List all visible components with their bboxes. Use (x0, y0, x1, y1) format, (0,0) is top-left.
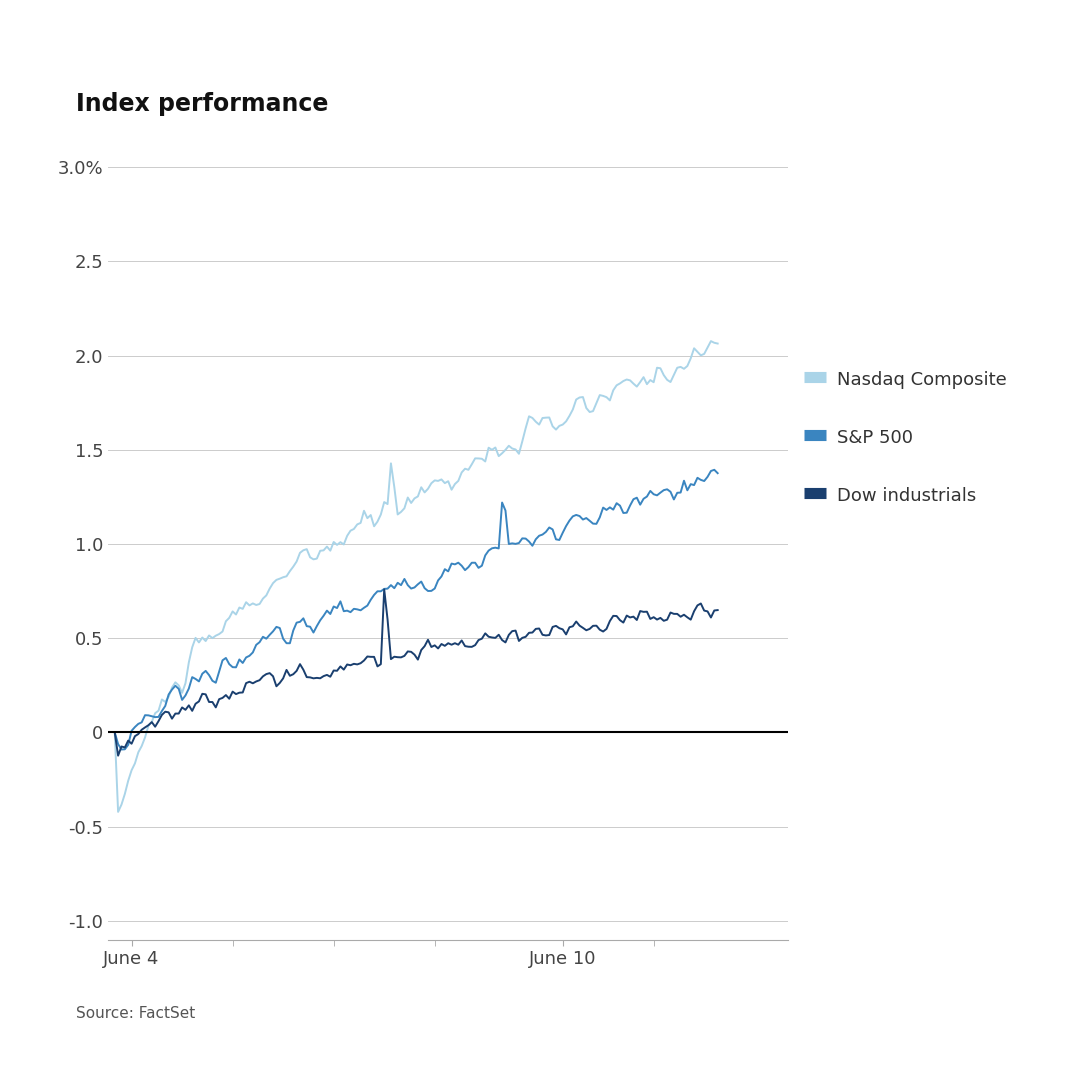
Nasdaq Composite (712, 337, 725, 350)
S&P 500 (707, 463, 720, 476)
Nasdaq Composite (694, 349, 707, 362)
S&P 500 (183, 683, 195, 696)
Line: S&P 500: S&P 500 (114, 470, 718, 750)
Nasdaq Composite (183, 656, 195, 669)
Nasdaq Composite (340, 529, 353, 542)
Nasdaq Composite (647, 376, 660, 389)
Line: Dow industrials: Dow industrials (114, 590, 718, 756)
Dow industrials (111, 750, 124, 762)
Dow industrials (340, 658, 353, 671)
Nasdaq Composite (237, 603, 249, 616)
Legend: Nasdaq Composite, S&P 500, Dow industrials: Nasdaq Composite, S&P 500, Dow industria… (805, 370, 1007, 504)
S&P 500 (237, 657, 249, 670)
Dow industrials (378, 583, 391, 596)
Dow industrials (122, 734, 135, 747)
Line: Nasdaq Composite: Nasdaq Composite (114, 341, 718, 812)
S&P 500 (122, 739, 135, 752)
Dow industrials (712, 604, 725, 617)
S&P 500 (114, 743, 127, 756)
Nasdaq Composite (704, 335, 717, 348)
S&P 500 (694, 473, 707, 486)
Dow industrials (108, 726, 121, 739)
Dow industrials (650, 613, 663, 626)
Dow industrials (183, 699, 195, 712)
S&P 500 (647, 488, 660, 501)
S&P 500 (108, 726, 121, 739)
S&P 500 (340, 604, 353, 617)
Nasdaq Composite (122, 774, 135, 787)
Dow industrials (698, 604, 711, 617)
Nasdaq Composite (111, 806, 124, 819)
S&P 500 (712, 467, 725, 480)
Dow industrials (237, 686, 249, 699)
Text: Index performance: Index performance (76, 92, 328, 116)
Text: Source: FactSet: Source: FactSet (76, 1005, 194, 1021)
Nasdaq Composite (108, 726, 121, 739)
